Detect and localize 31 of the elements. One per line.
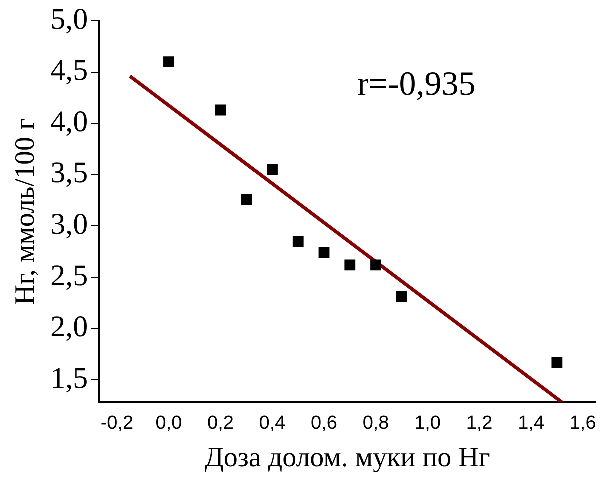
- y-tick-label: 3,0: [50, 208, 88, 242]
- x-tick-label: 1,6: [570, 413, 596, 434]
- point: [318, 247, 330, 258]
- x-tick-label: 1,4: [518, 413, 545, 434]
- point: [344, 260, 356, 271]
- y-tick-label: 5,0: [50, 2, 88, 36]
- x-tick-label: 1,2: [466, 413, 493, 434]
- y-tick-label: 1,5: [50, 362, 88, 395]
- x-tick-label: 0,6: [311, 413, 338, 434]
- x-tick-label: 0,8: [362, 413, 390, 434]
- x-tick-label: 1,0: [414, 413, 441, 434]
- y-tick-label: 4,5: [50, 54, 88, 88]
- point: [370, 260, 382, 271]
- y-axis-title: Нг, ммоль/100 г: [10, 118, 42, 306]
- x-tick-label: -0,2: [100, 413, 134, 434]
- x-tick-label: 0,2: [208, 413, 234, 434]
- y-tick-label: 4,0: [50, 105, 88, 138]
- annotation: r=-0,935: [357, 66, 476, 103]
- x-axis-title: Доза долом. муки по Нг: [204, 442, 490, 474]
- y-tick-label: 2,5: [50, 259, 88, 292]
- y-tick-label: 3,5: [50, 156, 88, 190]
- point: [552, 357, 563, 368]
- point: [292, 236, 304, 247]
- point: [267, 164, 278, 176]
- point: [396, 291, 408, 302]
- point: [164, 56, 174, 68]
- point: [215, 104, 226, 116]
- x-tick-label: 0,4: [259, 413, 286, 434]
- x-tick-label: 0,0: [156, 413, 182, 434]
- point: [241, 194, 252, 205]
- y-tick-label: 2,0: [50, 310, 88, 344]
